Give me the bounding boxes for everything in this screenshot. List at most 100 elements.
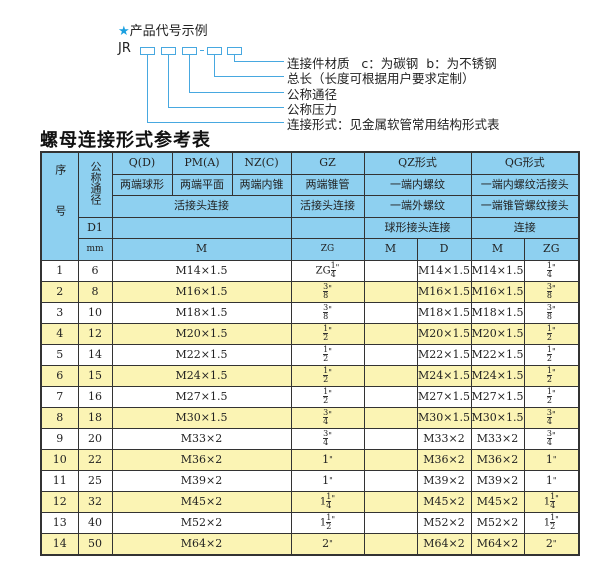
header-nz2: 两端内锥 (231, 173, 292, 196)
cell-dn: 15 (77, 364, 113, 387)
inch-mark: " (551, 431, 556, 440)
cell-dn: 6 (77, 259, 113, 282)
legend-title-text: 产品代号示例 (129, 24, 208, 39)
cell-m: M39×2 (111, 469, 292, 492)
table-row: 2 8 M16×1.5 3 8 " M16×1.5 M16×1.5 3 8 " (40, 280, 580, 303)
inch-mark: " (328, 284, 332, 293)
cell-dn: 16 (77, 385, 113, 408)
cell-qz-m (363, 322, 418, 345)
whole-part: 1 (322, 452, 330, 466)
whole-part: 1 (543, 496, 551, 508)
cell-qz-d: M14×1.5 (416, 259, 472, 282)
cell-qg-m: M64×2 (470, 532, 525, 555)
header-zg: ZG (290, 238, 365, 261)
cell-qz-m (363, 364, 418, 387)
code-dash (200, 50, 204, 51)
cell-qg-m: M33×2 (470, 427, 525, 450)
inch-mark: " (551, 368, 556, 377)
cell-qz-d: M39×2 (416, 469, 472, 492)
table-row: 7 16 M27×1.5 1 2 " M27×1.5 M27×1.5 1 2 " (40, 385, 580, 408)
code-box-4 (207, 47, 222, 55)
cell-zg: 1" (290, 469, 365, 492)
header-nz: NZ(C) (231, 151, 292, 175)
cell-qz-m (363, 511, 418, 534)
inch-mark: " (551, 326, 556, 335)
header-qg3: 一端锥管螺纹接头 (470, 195, 580, 218)
table-title: 螺母连接形式参考表 (40, 130, 211, 151)
cell-qg-zg: 1 4 " (523, 259, 580, 282)
inch-mark: " (555, 515, 559, 524)
cell-m: M16×1.5 (111, 280, 292, 303)
cell-zg: 1 2 " (290, 364, 365, 387)
header-gz: GZ (290, 151, 365, 175)
cell-qg-zg: 1 1 2 " (523, 511, 580, 534)
cell-m: M36×2 (111, 448, 292, 471)
cell-qg-m: M27×1.5 (470, 385, 525, 408)
cell-no: 1 (40, 259, 79, 282)
cell-qz-m (363, 385, 418, 408)
cell-m: M52×2 (111, 511, 292, 534)
table-row: 13 40 M52×2 1 1 2 " M52×2 M52×2 1 1 2 " (40, 511, 580, 534)
cell-qg-m: M30×1.5 (470, 406, 525, 429)
cell-qz-d: M20×1.5 (416, 322, 472, 345)
cell-dn: 20 (77, 427, 113, 450)
cell-qg-zg: 3 4 " (523, 406, 580, 429)
cell-no: 12 (40, 490, 79, 513)
cell-qg-zg: 3 8 " (523, 301, 580, 324)
inch-mark: " (555, 494, 559, 503)
header-qz2: 一端内螺纹 (363, 173, 472, 196)
cell-qg-m: M14×1.5 (470, 259, 525, 282)
code-box-2 (161, 47, 176, 55)
table-row: 8 18 M30×1.5 3 4 " M30×1.5 M30×1.5 3 4 " (40, 406, 580, 429)
cell-qg-zg: 2" (523, 532, 580, 555)
cell-qg-m: M20×1.5 (470, 322, 525, 345)
inch-mark: " (552, 454, 557, 464)
cell-qz-d: M30×1.5 (416, 406, 472, 429)
whole-part: 1 (545, 452, 553, 466)
cell-m: M64×2 (111, 532, 292, 555)
cell-m: M24×1.5 (111, 364, 292, 387)
code-box-5 (227, 47, 242, 55)
inch-mark: " (335, 263, 340, 272)
cell-qg-zg: 3 8 " (523, 280, 580, 303)
cell-no: 2 (40, 280, 79, 303)
inch-mark: " (329, 538, 333, 548)
cell-qg-zg: 1 2 " (523, 364, 580, 387)
cell-qz-m (363, 448, 418, 471)
whole-part: 2 (322, 536, 330, 550)
inch-mark: " (328, 305, 332, 314)
inch-mark: " (328, 410, 332, 419)
inch-mark: " (331, 494, 336, 503)
cell-zg: 3 8 " (290, 301, 365, 324)
header-mm: mm (77, 238, 113, 261)
cell-qg-zg: 1" (523, 469, 580, 492)
inch-mark: " (551, 410, 556, 419)
header-qz: QZ形式 (363, 151, 472, 175)
cell-no: 7 (40, 385, 79, 408)
cell-qg-m: M22×1.5 (470, 343, 525, 366)
cell-dn: 14 (77, 343, 113, 366)
table-row: 12 32 M45×2 1 1 4 " M45×2 M45×2 1 1 4 " (40, 490, 580, 513)
inch-mark: " (328, 368, 332, 377)
label-pressure: 公称压力 (287, 102, 338, 117)
table-row: 11 25 M39×2 1" M39×2 M39×2 1" (40, 469, 580, 492)
cell-qz-d: M18×1.5 (416, 301, 472, 324)
table-row: 5 14 M22×1.5 1 2 " M22×1.5 M22×1.5 1 2 " (40, 343, 580, 366)
cell-zg: 1 1 4 " (290, 490, 365, 513)
header-pm2: 两端平面 (171, 173, 233, 196)
cell-no: 3 (40, 301, 79, 324)
cell-zg: 1" (290, 448, 365, 471)
table-row: 1 6 M14×1.5 ZG 1 4 " M14×1.5 M14×1.5 1 4 " (40, 259, 580, 282)
inch-mark: " (552, 538, 557, 548)
nut-connection-table: 序号 公称通径 Q(D) PM(A) NZ(C) GZ QZ形式 QG形式 两端… (40, 151, 581, 556)
